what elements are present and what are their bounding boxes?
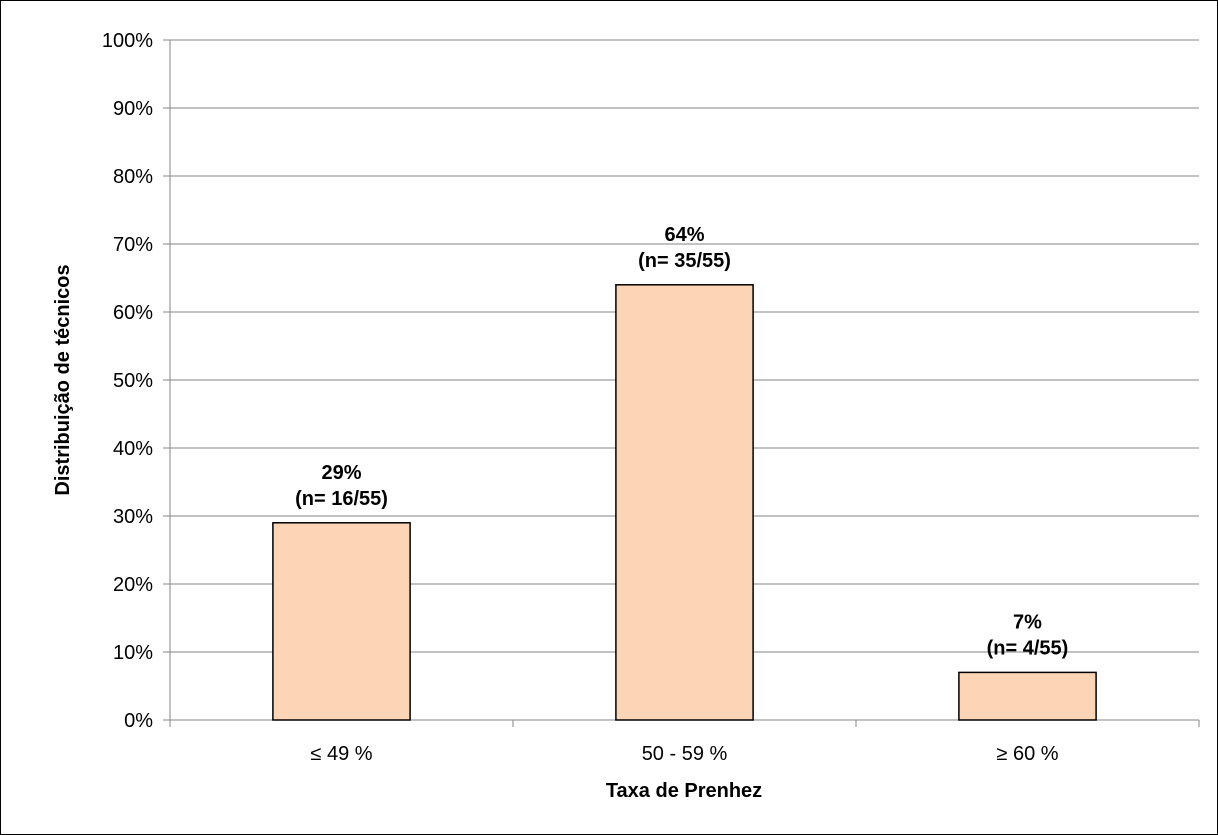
data-label-count: (n= 4/55) (987, 637, 1069, 659)
y-tick-label: 30% (113, 506, 153, 528)
x-tick-label: ≥ 60 % (996, 743, 1058, 765)
y-tick-label: 90% (113, 98, 153, 120)
data-label-count: (n= 35/55) (638, 250, 731, 272)
bar (958, 671, 1097, 721)
y-tick-label: 100% (102, 30, 153, 52)
bar (272, 522, 411, 721)
y-tick-label: 50% (113, 370, 153, 392)
labels: 0% 10% 20% 30% 40% 50% 60% 70% 80% 90% 100% ≤ 49 % 2… (102, 30, 1069, 765)
y-tick-label: 70% (113, 234, 153, 256)
x-tick-label: 50 - 59 % (642, 743, 728, 765)
y-tick-label: 60% (113, 302, 153, 324)
data-label-percent: 64% (664, 224, 704, 246)
y-axis-title: Distribuição de técnicos (52, 264, 74, 495)
data-label-count: (n= 16/55) (295, 488, 388, 510)
data-label-percent: 7% (1013, 611, 1042, 633)
y-tick-label: 0% (124, 710, 153, 732)
y-tick-label: 10% (113, 642, 153, 664)
bar (615, 284, 754, 721)
bars (272, 284, 1097, 721)
x-tick-label: ≤ 49 % (310, 743, 372, 765)
y-tick-label: 20% (113, 574, 153, 596)
y-tick-label: 80% (113, 166, 153, 188)
y-tick-label: 40% (113, 438, 153, 460)
x-axis-title: Taxa de Prenhez (606, 780, 762, 802)
data-label-percent: 29% (321, 462, 361, 484)
